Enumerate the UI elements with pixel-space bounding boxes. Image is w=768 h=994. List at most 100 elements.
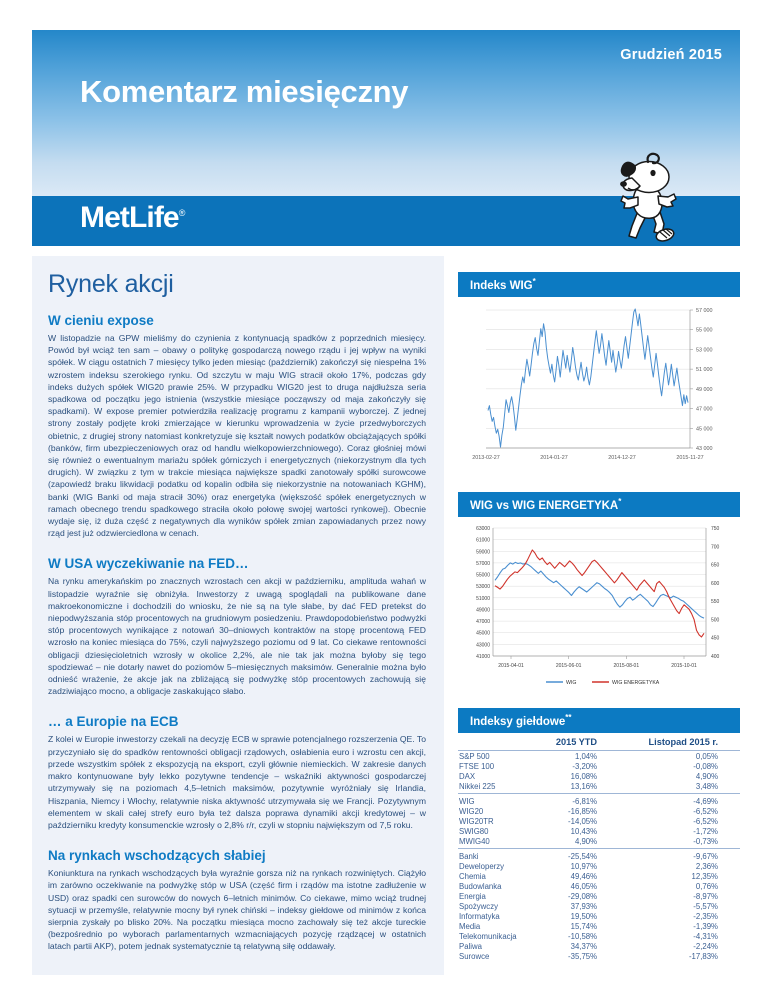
- x-tick-label: 2015-11-27: [676, 455, 703, 461]
- chart-wig-vs-energetyka-title-text: WIG vs WIG ENERGETYKA: [470, 499, 619, 512]
- y-tick-label: 61000: [476, 538, 490, 544]
- page-title: Rynek akcji: [48, 270, 174, 298]
- y-tick-label: 49 000: [696, 387, 713, 393]
- table-row: WIG -6,81% -4,69%: [458, 793, 740, 806]
- chart2-legend: WIG WIG ENERGETYKA: [546, 680, 660, 686]
- table-row: FTSE 100 -3,20% -0,08%: [458, 761, 740, 771]
- metlife-logo-text: MetLife: [80, 201, 180, 234]
- y2-tick-label: 650: [711, 563, 720, 569]
- x-tick-label: 2014-12-27: [608, 455, 636, 461]
- snoopy-mascot-icon: [620, 152, 677, 242]
- cell-ytd: 46,05%: [570, 881, 598, 891]
- table-header-row: 2015 YTD Listopad 2015 r.: [458, 736, 740, 751]
- table-row: S&P 500 1,04% 0,05%: [458, 751, 740, 762]
- y2-tick-label: 700: [711, 544, 720, 550]
- y-tick-label: 57000: [476, 561, 490, 567]
- cell-ytd: -3,20%: [572, 761, 598, 771]
- cell-index-name: Paliwa: [459, 941, 482, 951]
- cell-index-name: WIG: [458, 793, 536, 806]
- cell-nov: -2,24%: [693, 941, 718, 951]
- chart-wig-title-text: Indeks WIG: [470, 279, 533, 292]
- cell-index-name: Telekomunikacja: [459, 931, 517, 941]
- column-header-ytd: 2015 YTD: [535, 736, 620, 751]
- section-body: Na rynku amerykańskim po znacznych wzros…: [48, 576, 426, 697]
- cell-ytd: 13,16%: [570, 781, 598, 791]
- y-tick-label: 41000: [476, 654, 490, 660]
- y2-tick-label: 450: [711, 636, 720, 642]
- footnote-mark: *: [532, 277, 536, 286]
- cell-index-name: DAX: [459, 771, 476, 781]
- y2-tick-label: 600: [711, 581, 720, 587]
- table-row: Telekomunikacja -10,58% -4,31%: [458, 931, 740, 941]
- cell-nov: 2,36%: [695, 861, 718, 871]
- cell-nov: -4,31%: [693, 931, 718, 941]
- table-row: Energia -29,08% -8,97%: [458, 891, 740, 901]
- y-tick-label: 63000: [476, 526, 490, 532]
- cell-ytd: 49,46%: [570, 871, 598, 881]
- chart2-gridlines: [493, 527, 706, 657]
- cell-index-name: Informatyka: [459, 911, 500, 921]
- cell-index-name: MWIG40: [459, 836, 490, 846]
- cell-nov: 4,90%: [695, 771, 718, 781]
- y-tick-label: 55000: [476, 573, 490, 579]
- cell-index-name: WIG20TR: [459, 816, 494, 826]
- table-body: S&P 500 1,04% 0,05% FTSE 100 -3,20% -0,08% DAX…: [458, 751, 740, 962]
- cell-index-name: FTSE 100: [459, 761, 495, 771]
- chart-wig-title: Indeks WIG*: [458, 272, 740, 297]
- article-column: Rynek akcji W cieniu expose W listopadzi…: [32, 256, 444, 975]
- cell-ytd: -14,05%: [568, 816, 598, 826]
- snoopy-mouth-icon: [627, 186, 640, 191]
- table-row: Banki -25,54% -9,67%: [458, 848, 740, 861]
- cell-index-name: Budowlanka: [459, 881, 502, 891]
- snoopy-shoe-lines-icon: [659, 228, 673, 239]
- y-tick-label: 55 000: [696, 328, 713, 334]
- article-section-3: … a Europie na ECB Z kolei w Europie inw…: [48, 714, 426, 831]
- chart-wig-gridlines: [486, 309, 693, 449]
- chart-wig-vs-energetyka-title: WIG vs WIG ENERGETYKA*: [458, 492, 740, 517]
- table-row: Chemia 49,46% 12,35%: [458, 871, 740, 881]
- x-tick-label: 2015-04-01: [498, 663, 524, 669]
- metlife-logo: MetLife®: [80, 201, 186, 235]
- cell-index-name: WIG20: [459, 806, 484, 816]
- cell-nov: 3,48%: [695, 781, 718, 791]
- table-row: MWIG40 4,90% -0,73%: [458, 836, 740, 849]
- y-tick-label: 49000: [476, 607, 490, 613]
- footnote-mark: *: [618, 497, 622, 506]
- cell-index-name: Spożywczy: [459, 901, 498, 911]
- chart-wig-y-labels: 43 000 45 000 47 000 49 000 51 000 53 000 55 0…: [696, 308, 713, 452]
- y-tick-label: 59000: [476, 549, 490, 555]
- chart-wig: 43 000 45 000 47 000 49 000 51 000 53 000 55 0…: [472, 308, 713, 461]
- cell-index-name: Banki: [458, 848, 536, 861]
- x-tick-label: 2014-01-27: [540, 455, 568, 461]
- cell-nov: 0,76%: [695, 881, 718, 891]
- cell-nov: -4,69%: [619, 793, 740, 806]
- chart-wig-vs-energetyka: 41000 43000 45000 47000 49000 51000 53000 55000…: [476, 526, 720, 686]
- chart2-series-wig-line: [494, 561, 705, 619]
- cell-nov: -17,83%: [688, 951, 718, 961]
- cell-nov: 12,35%: [691, 871, 718, 881]
- cell-index-name: Surowce: [459, 951, 490, 961]
- cell-index-name: S&P 500: [459, 751, 490, 761]
- cell-ytd: 19,50%: [570, 911, 598, 921]
- table-row: Deweloperzy 10,97% 2,36%: [458, 861, 740, 871]
- cell-ytd: -25,54%: [535, 848, 620, 861]
- y-tick-label: 53000: [476, 584, 490, 590]
- cell-ytd: 4,90%: [574, 836, 598, 846]
- chart2-y2-labels: 400 450 500 550 600 650 700 750: [711, 526, 720, 660]
- cell-index-name: Nikkei 225: [459, 781, 496, 791]
- y-tick-label: 43 000: [696, 446, 713, 452]
- cell-nov: 0,05%: [695, 751, 718, 761]
- table-row: Nikkei 225 13,16% 3,48%: [458, 781, 740, 794]
- section-body: Koniunktura na rynkach wschodzących była…: [48, 868, 426, 952]
- y-tick-label: 47 000: [696, 407, 713, 413]
- y-tick-label: 57 000: [696, 308, 713, 314]
- cell-ytd: 37,93%: [570, 901, 598, 911]
- cell-ytd: 34,37%: [570, 941, 598, 951]
- y2-tick-label: 400: [711, 654, 720, 660]
- cell-ytd: -6,81%: [535, 793, 620, 806]
- chart-wig-series-line: [487, 308, 689, 448]
- section-heading: W cieniu expose: [48, 313, 154, 328]
- cell-index-name: SWIG80: [459, 826, 489, 836]
- registered-mark: ®: [178, 208, 186, 218]
